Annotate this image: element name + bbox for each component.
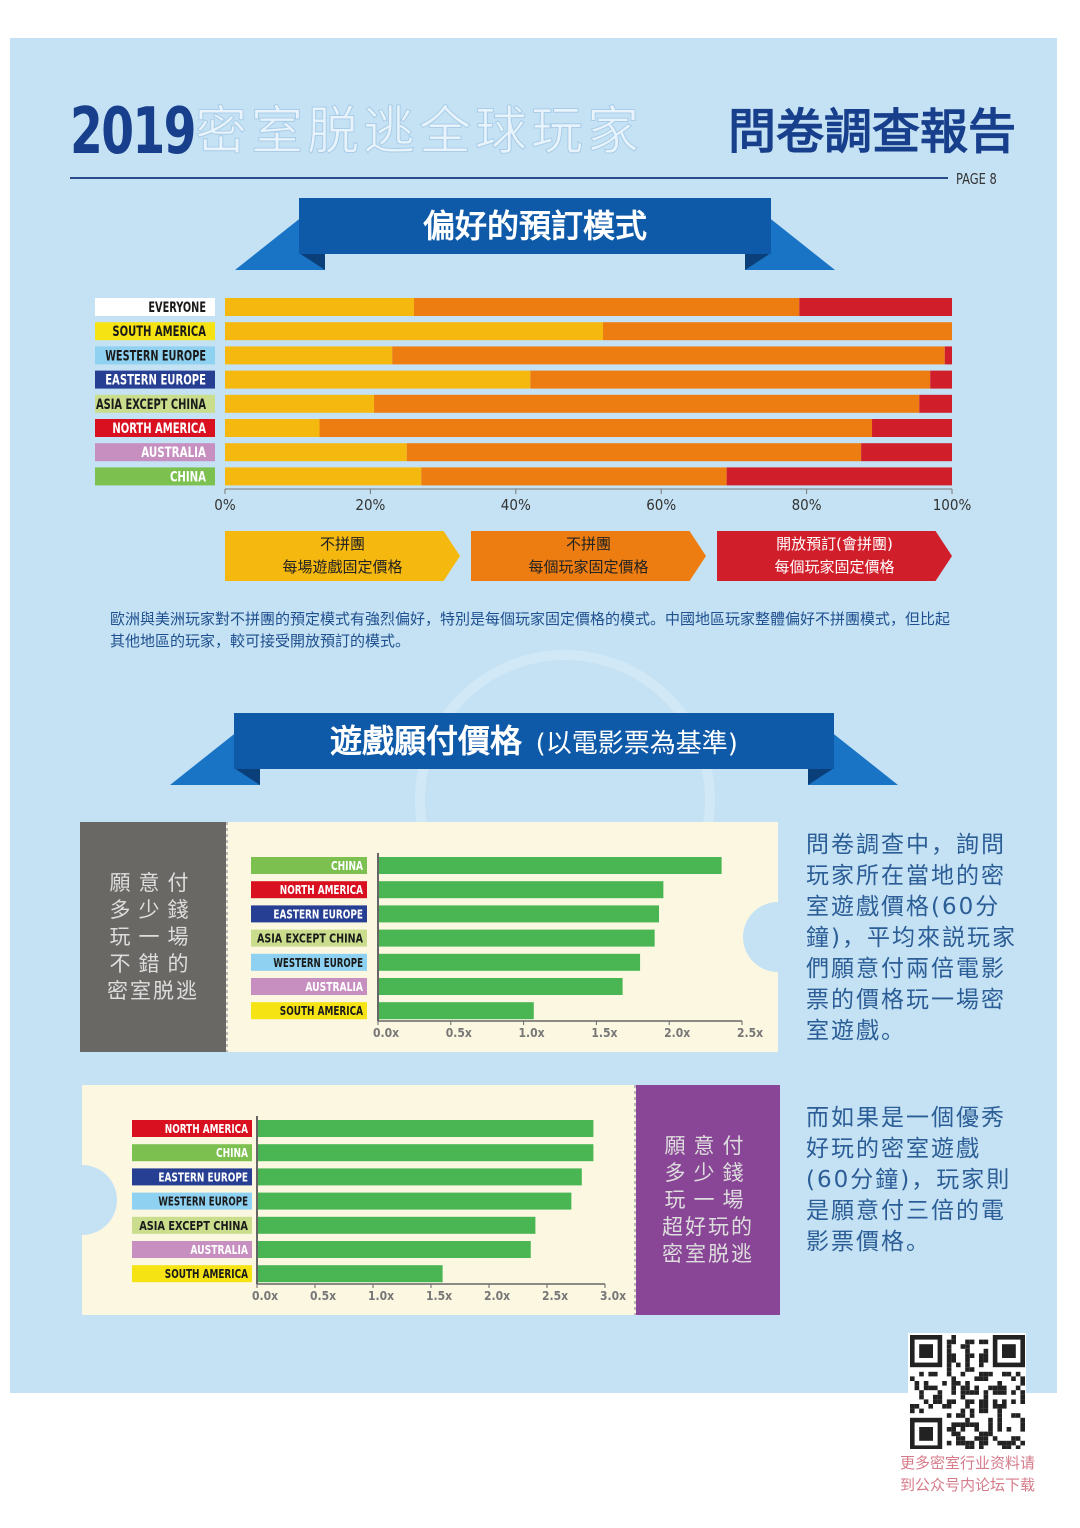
qr-caption: 更多密室行业资料请 到公众号内论坛下载 (899, 1454, 1035, 1494)
bar-everyone-s2 (414, 298, 800, 316)
region-label-bg-australia (95, 443, 215, 462)
bar-north-america-s1 (225, 419, 320, 437)
bar-asia-except-china-s3 (919, 394, 952, 413)
section1-ribbon: 偏好的預訂模式 (235, 198, 835, 273)
bar-western-europe-s1 (225, 346, 393, 365)
legend-line1: 開放預訂(會拼團) (776, 535, 893, 553)
region-label-asia-except-china: ASIA EXCEPT CHINA (96, 397, 206, 413)
bar-north-america-s2 (319, 419, 873, 437)
bar-everyone-s3 (799, 298, 952, 316)
chart1-tick-label: 100% (933, 496, 972, 514)
region-label-bg-south-america (95, 322, 215, 341)
legend-line2: 每場遊戲固定價格 (282, 558, 403, 576)
bar-eastern-europe-s3 (930, 370, 952, 389)
chart1-tick-label: 40% (501, 496, 531, 514)
region-label-china: CHINA (170, 469, 206, 485)
region-label-everyone: EVERYONE (148, 300, 206, 316)
ticket2-side-text: 願意付 多少錢 玩一場 超好玩的 密室脱逃 (662, 1133, 754, 1266)
region-label-eastern-europe: EASTERN EUROPE (105, 373, 206, 389)
title-year: 2019 (70, 95, 196, 169)
region-label-bg-everyone (95, 298, 215, 316)
bar-china-s1 (225, 467, 422, 486)
legend-line2: 每個玩家固定價格 (528, 558, 649, 576)
bar-north-america-s3 (872, 419, 952, 437)
bar-china-s2 (421, 467, 727, 486)
ticket1-side-text: 願意付 多少錢 玩一場 不錯的 密室脱逃 (107, 870, 199, 1003)
legend-item-2: 不拼團每個玩家固定價格 (471, 531, 706, 581)
bar-australia-s1 (225, 443, 407, 462)
bar-eastern-europe-s2 (530, 370, 931, 389)
booking-note: 歐洲與美洲玩家對不拼團的預定模式有強烈偏好，特別是每個玩家固定價格的模式。中國地… (110, 610, 951, 650)
bar-south-america-s2 (603, 322, 952, 341)
title-main: 密室脱逃全球玩家 (194, 102, 644, 163)
region-label-north-america: NORTH AMERICA (112, 421, 206, 437)
region-label-australia: AUSTRALIA (141, 445, 206, 461)
bar-australia-s3 (861, 443, 952, 462)
region-label-bg-eastern-europe (95, 370, 215, 389)
legend-item-3: 開放預訂(會拼團) 每個玩家固定價格 (717, 531, 952, 581)
legend-line2: 每個玩家固定價格 (774, 558, 895, 576)
region-label-bg-asia-except-china (95, 394, 215, 413)
ticket-good-game: 願意付 多少錢 玩一場 不錯的 密室脱逃 (80, 822, 778, 1052)
region-label-western-europe: WESTERN EUROPE (105, 348, 206, 364)
bar-asia-except-china-s2 (374, 394, 920, 413)
bar-china-s3 (726, 467, 952, 486)
price-explanation-2: 而如果是一個優秀好玩的密室遊戲(60分鐘)，玩家則是願意付三倍的電影票價格。 (806, 1105, 1012, 1255)
title-report: 問卷調查報告 (728, 104, 1017, 160)
region-label-bg-western-europe (95, 346, 215, 365)
bar-western-europe-s2 (392, 346, 945, 365)
ticket-great-game: 願意付 多少錢 玩一場 超好玩的 密室脱逃 (82, 1085, 780, 1315)
booking-mode-chart: EVERYONE SOUTH AMERICA WESTERN EUROPE EASTE… (95, 298, 972, 514)
qr-code[interactable] (908, 1333, 1026, 1450)
section2-subtitle: (以電影票為基準) (535, 729, 738, 759)
section1-title: 偏好的預訂模式 (422, 207, 647, 245)
legend-line1: 不拼團 (319, 535, 365, 553)
legend-line1: 不拼團 (565, 535, 611, 553)
bar-australia-s2 (406, 443, 862, 462)
section2-title: 遊戲願付價格 (330, 722, 523, 760)
bar-everyone-s1 (225, 298, 415, 316)
section2-ribbon: 遊戲願付價格 (以電影票為基準) (170, 713, 898, 788)
bar-asia-except-china-s1 (225, 394, 375, 413)
price-explanation-1: 問卷調查中，詢問玩家所在當地的密室遊戲價格(60分鐘)，平均來説玩家們願意付兩倍… (806, 832, 1017, 1044)
header-rule (70, 177, 948, 179)
region-label-south-america: SOUTH AMERICA (112, 324, 206, 340)
page-number: PAGE 8 (956, 170, 997, 188)
qr-pattern (910, 1335, 1025, 1450)
bar-eastern-europe-s1 (225, 370, 531, 389)
chart1-tick-label: 60% (646, 496, 676, 514)
chart1-tick-label: 80% (792, 496, 822, 514)
bar-south-america-s1 (225, 322, 604, 341)
bar-western-europe-s3 (944, 346, 952, 365)
chart1-tick-label: 20% (355, 496, 385, 514)
region-label-bg-china (95, 467, 215, 486)
region-label-bg-north-america (95, 419, 215, 437)
chart1-tick-label: 0% (214, 496, 236, 514)
legend-item-1: 不拼團每場遊戲固定價格 (225, 531, 460, 581)
